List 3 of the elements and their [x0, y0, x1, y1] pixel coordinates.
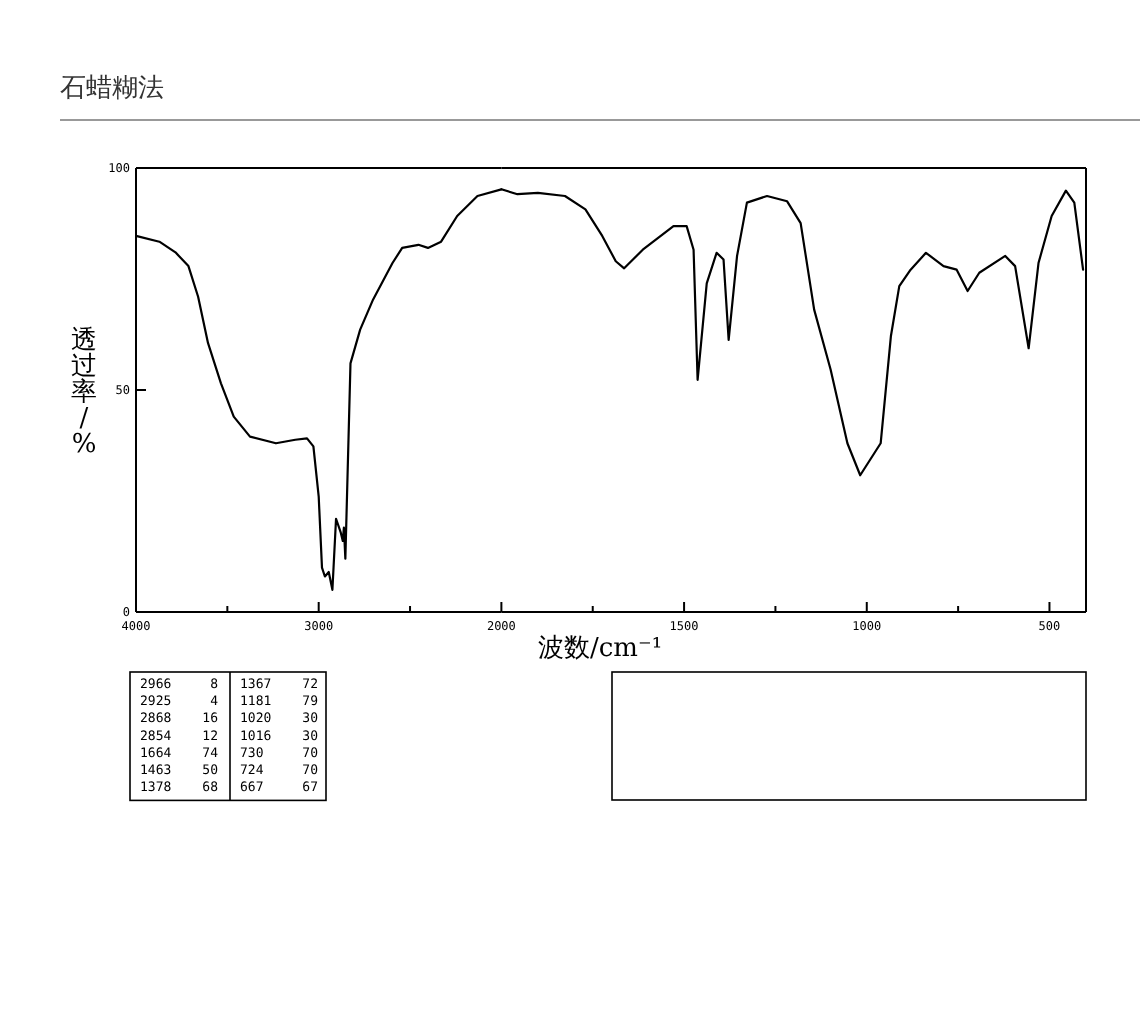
chart-title: 石蜡糊法: [60, 74, 164, 104]
x-axis-title: 波数/cm⁻¹: [537, 634, 663, 664]
y-axis-title: 透过率/%: [71, 326, 97, 460]
